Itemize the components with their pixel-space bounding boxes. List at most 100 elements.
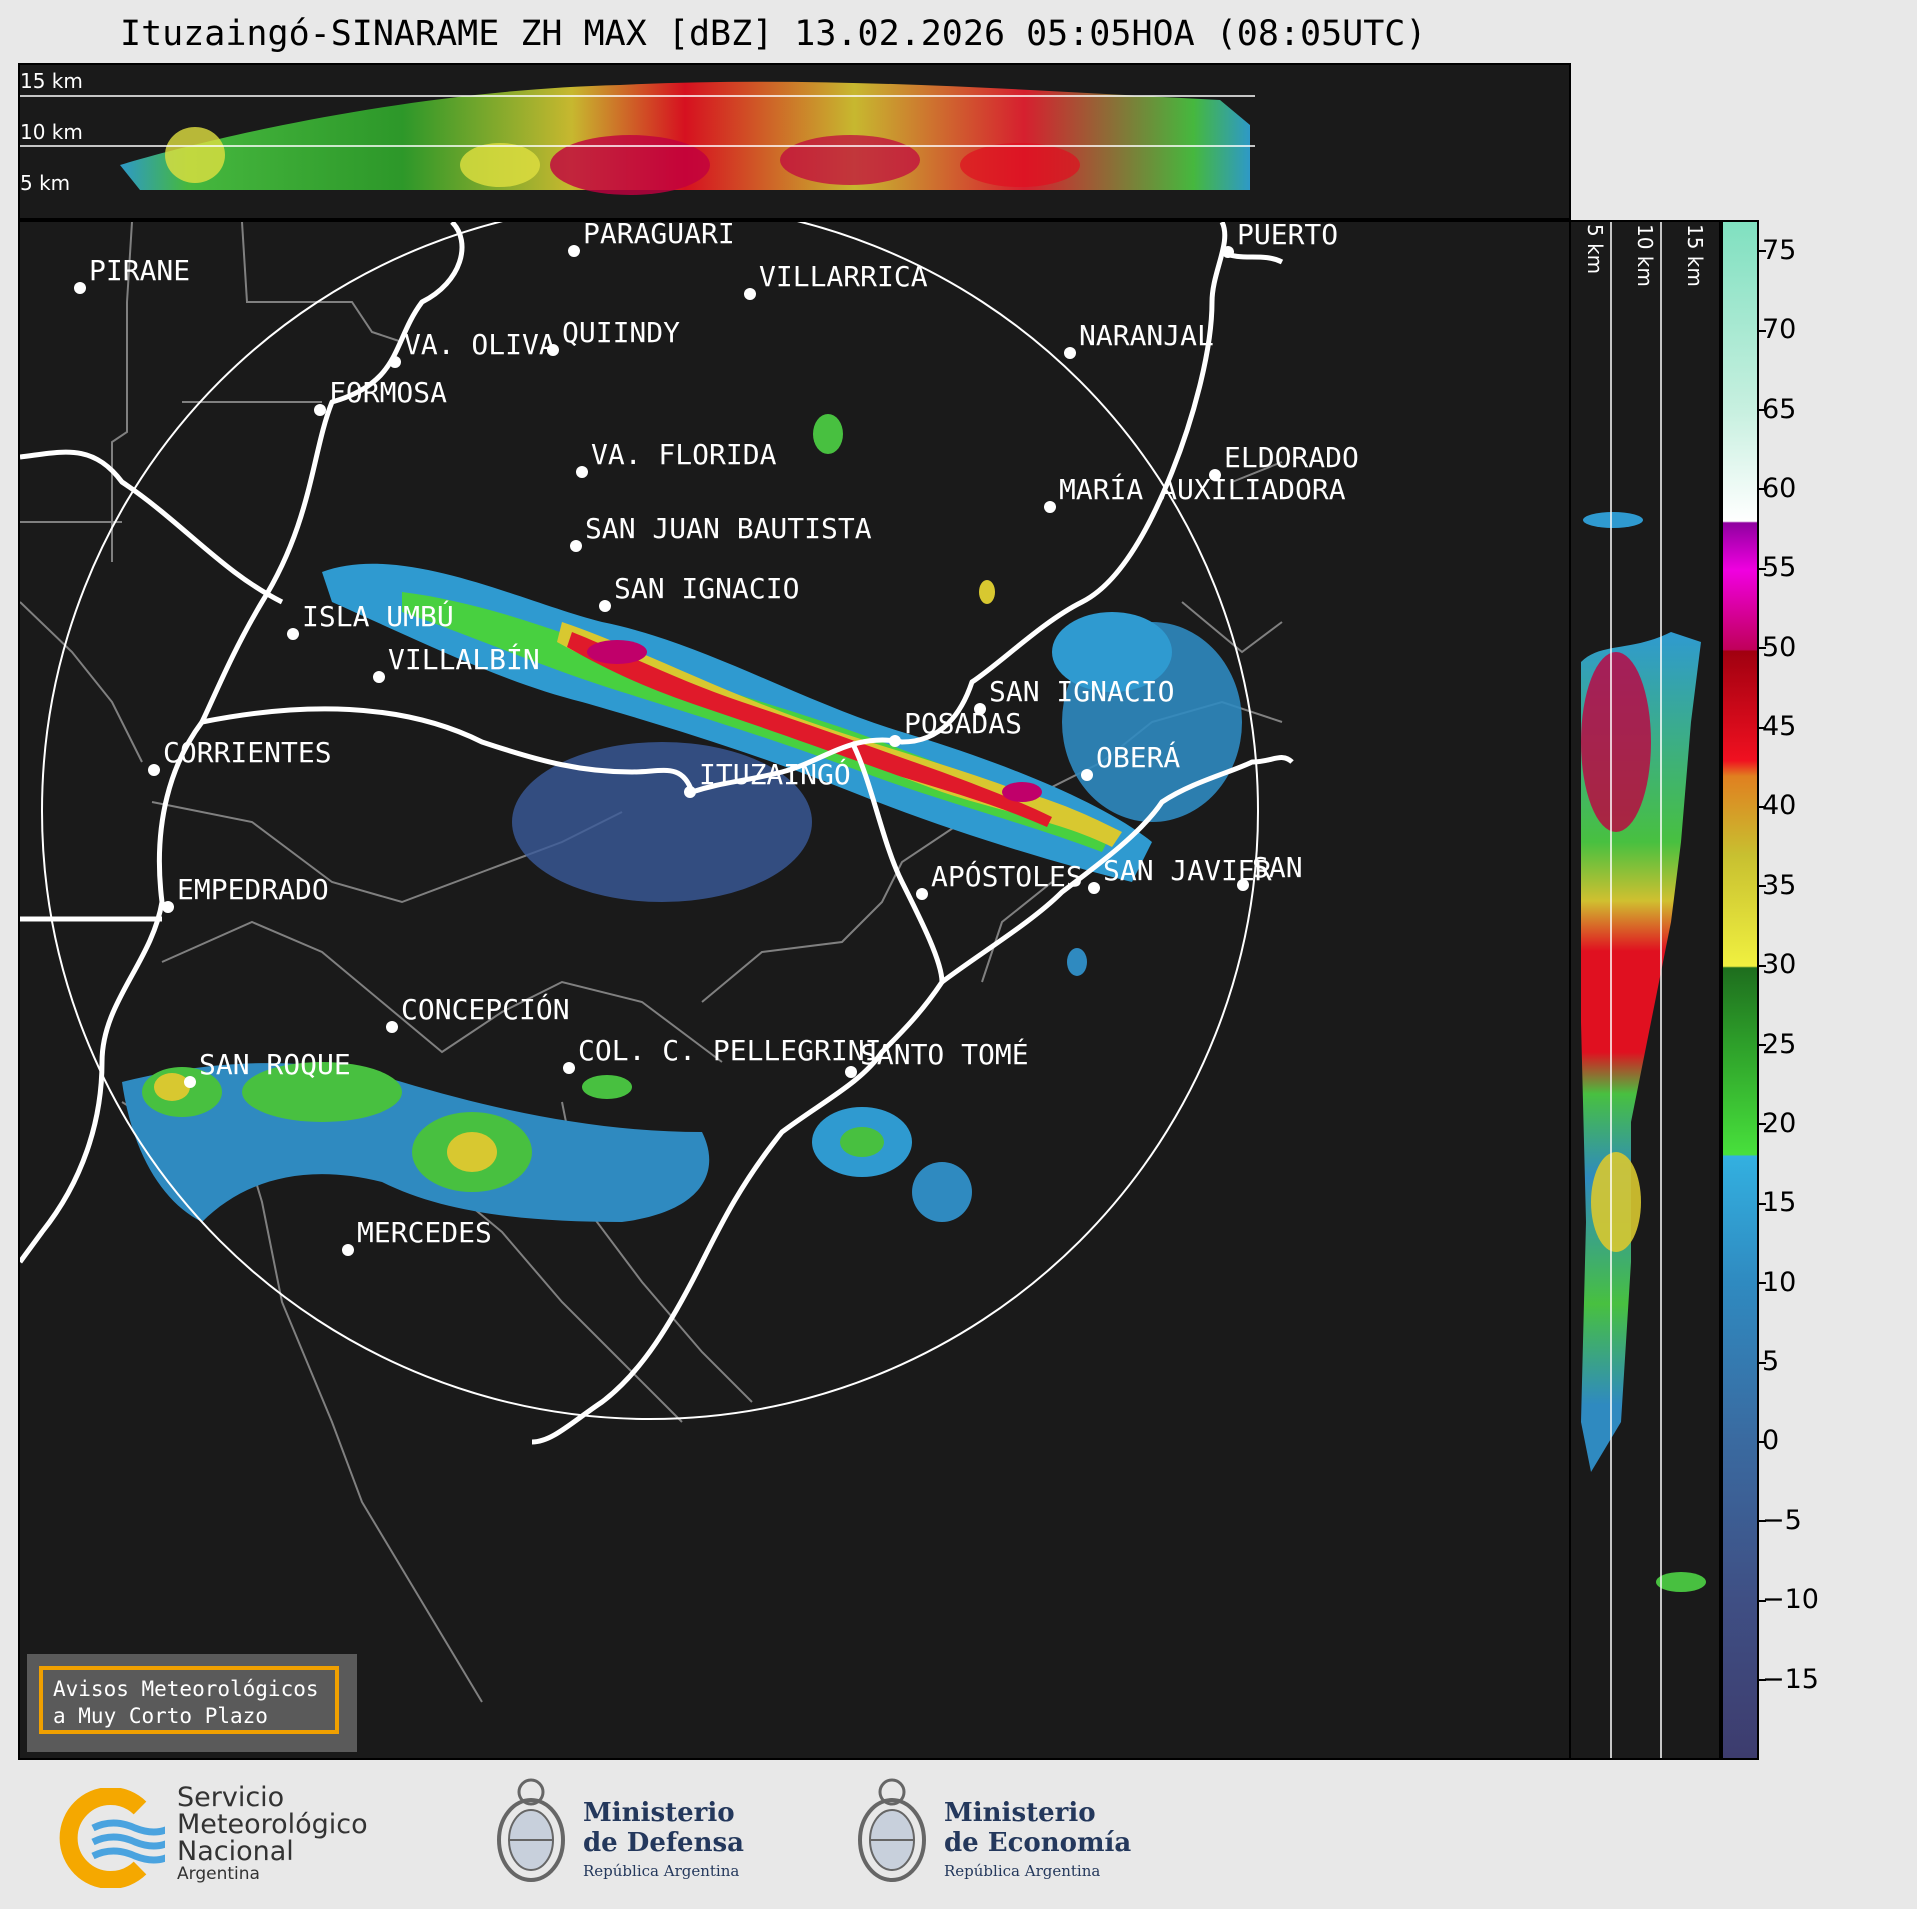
side-section-svg	[1581, 222, 1706, 1758]
height-label-10km-vertical: 10 km	[1633, 224, 1657, 287]
city-dot	[314, 404, 326, 416]
smn-logo-icon	[59, 1788, 165, 1888]
city-marker: CONCEPCIÓN	[386, 992, 570, 1033]
colorbar-tick-label: 55	[1757, 552, 1797, 584]
smn-name-line2: Meteorológico	[177, 1809, 368, 1840]
city-label: COL. C. PELLEGRINI	[578, 1034, 881, 1067]
colorbar-tick-label: 45	[1757, 711, 1797, 743]
economia-line2: de Economía	[944, 1828, 1132, 1858]
city-marker: VILLALBÍN	[373, 642, 540, 683]
city-dot	[1081, 769, 1093, 781]
city-dot	[599, 600, 611, 612]
city-dot	[74, 282, 86, 294]
colorbar-tick-label: 50	[1757, 631, 1797, 663]
city-label: PIRANE	[89, 254, 190, 287]
city-marker: FORMOSA	[314, 376, 447, 416]
page-title: Ituzaingó-SINARAME ZH MAX [dBZ] 13.02.20…	[120, 14, 1427, 54]
economia-logo: Ministerio de Economía República Argenti…	[856, 1772, 1156, 1902]
defensa-line1: Ministerio	[583, 1798, 735, 1828]
height-label-10km: 10 km	[20, 120, 83, 144]
city-dot	[974, 703, 986, 715]
city-label: PUERTO	[1237, 222, 1338, 251]
city-marker: PUERTO	[1222, 222, 1338, 258]
city-marker: SANTO TOMÉ	[845, 1037, 1029, 1078]
city-marker: PIRANE	[74, 254, 190, 294]
height-label-5km-vertical: 5 km	[1583, 224, 1607, 275]
city-marker: EMPEDRADO	[162, 873, 329, 913]
smn-name-line1: Servicio	[177, 1782, 285, 1813]
city-label: MERCEDES	[357, 1216, 492, 1249]
east-west-height-section: 5 km 10 km 15 km	[1569, 220, 1721, 1760]
warning-line-1: Avisos Meteorológicos	[53, 1677, 319, 1701]
city-dot	[1088, 882, 1100, 894]
city-dot	[386, 1021, 398, 1033]
city-marker: ISLA UMBÚ	[287, 599, 454, 640]
city-dot	[1222, 246, 1234, 258]
city-marker: APÓSTOLES	[916, 859, 1083, 900]
city-dot	[845, 1066, 857, 1078]
city-label: SAN IGNACIO	[614, 572, 799, 605]
defensa-line2: de Defensa	[583, 1828, 744, 1858]
city-label: PARAGUARÍ	[583, 222, 735, 250]
city-marker: COL. C. PELLEGRINI	[563, 1034, 881, 1074]
city-marker: ITUZAINGÓ	[684, 757, 851, 798]
city-marker: POSADAS	[889, 707, 1022, 747]
city-dot	[916, 888, 928, 900]
city-marker: ELDORADO	[1209, 441, 1359, 481]
colorbar-tick-label: 10	[1757, 1266, 1797, 1298]
warning-banner-frame[interactable]: Avisos Meteorológicos a Muy Corto Plazo	[39, 1666, 339, 1734]
city-dot	[563, 1062, 575, 1074]
city-label: NARANJAL	[1079, 319, 1214, 352]
city-marker: SAN IGNACIO	[599, 572, 799, 612]
city-marker: VA. FLORIDA	[576, 438, 777, 478]
city-marker: QUIINDY	[547, 316, 680, 356]
warning-banner[interactable]: Avisos Meteorológicos a Muy Corto Plazo	[27, 1654, 357, 1752]
colorbar-tick-label: 35	[1757, 869, 1797, 901]
city-label: ISLA UMBÚ	[302, 599, 454, 633]
city-label: SAN	[1252, 851, 1303, 884]
dbz-colorbar	[1721, 220, 1759, 1760]
city-marker: NARANJAL	[1064, 319, 1214, 359]
city-dot	[389, 356, 401, 368]
economia-line1: Ministerio	[944, 1798, 1096, 1828]
radar-map: PIRANE PARAGUARÍ VILLARRICA QUIINDY VA. OLIV…	[18, 220, 1571, 1760]
city-dot	[889, 735, 901, 747]
smn-logo: Servicio Meteorológico Nacional Argentin…	[55, 1780, 395, 1890]
top-section-svg	[20, 81, 1255, 195]
colorbar-tick-label: −10	[1758, 1584, 1819, 1616]
city-dot	[1064, 347, 1076, 359]
colorbar-tick-label: 60	[1757, 472, 1797, 504]
smn-name-line4: Argentina	[177, 1864, 260, 1884]
city-label: CONCEPCIÓN	[401, 992, 570, 1026]
city-marker: MERCEDES	[342, 1216, 492, 1256]
city-marker: SAN ROQUE	[184, 1048, 351, 1088]
city-marker: VA. OLIVA	[389, 328, 556, 368]
height-label-5km: 5 km	[20, 171, 71, 195]
colorbar-tick-label: 75	[1757, 234, 1797, 266]
radar-echoes	[122, 414, 1242, 1222]
defensa-logo: Ministerio de Defensa República Argentin…	[495, 1772, 755, 1902]
city-dot	[1044, 501, 1056, 513]
city-label: VA. FLORIDA	[591, 438, 777, 471]
warning-line-2: a Muy Corto Plazo	[53, 1704, 268, 1728]
city-label: APÓSTOLES	[931, 859, 1083, 893]
city-label: SANTO TOMÉ	[860, 1037, 1029, 1071]
city-label: VA. OLIVA	[404, 328, 556, 361]
city-marker: OBERÁ	[1081, 740, 1180, 781]
city-label: SAN IGNACIO	[989, 675, 1174, 708]
city-label: POSADAS	[904, 707, 1022, 740]
smn-name-line3: Nacional	[177, 1836, 294, 1867]
city-label: FORMOSA	[329, 376, 447, 409]
city-label: EMPEDRADO	[177, 873, 329, 906]
range-ring	[41, 222, 1259, 1420]
city-dot	[184, 1076, 196, 1088]
city-dot	[576, 466, 588, 478]
city-label: SAN ROQUE	[199, 1048, 351, 1081]
economia-line3: República Argentina	[944, 1862, 1101, 1880]
city-label: OBERÁ	[1096, 740, 1180, 774]
height-label-15km: 15 km	[20, 69, 83, 93]
colorbar-tick-label: 30	[1757, 949, 1797, 981]
north-south-height-section: 15 km 10 km 5 km	[18, 63, 1571, 220]
